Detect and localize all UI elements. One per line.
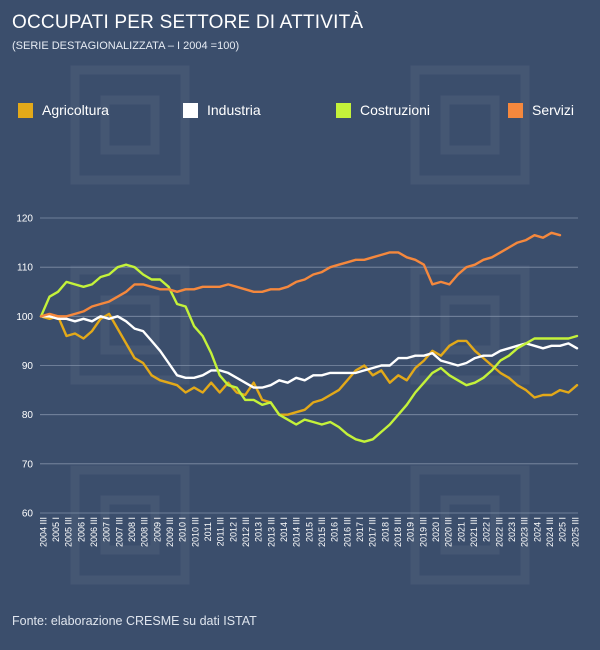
y-tick-label: 70 <box>22 459 34 470</box>
x-tick-label: 2023 III <box>520 517 530 547</box>
x-tick-label: 2019 I <box>406 517 416 542</box>
x-tick-label: 2008 III <box>140 517 150 547</box>
legend-swatch-agricoltura <box>18 102 33 118</box>
x-tick-label: 2013 III <box>266 517 276 547</box>
legend-swatch-industria <box>183 102 198 118</box>
legend-item-costruzioni[interactable]: Costruzioni <box>336 102 430 118</box>
x-tick-label: 2020 III <box>444 517 454 547</box>
x-tick-label: 2018 III <box>393 517 403 547</box>
x-tick-label: 2024 III <box>545 517 555 547</box>
x-tick-label: 2018 I <box>380 517 390 542</box>
x-tick-label: 2015 I <box>304 517 314 542</box>
x-tick-label: 2010 III <box>190 517 200 547</box>
x-tick-label: 2021 I <box>456 517 466 542</box>
x-tick-label: 2006 III <box>89 517 99 547</box>
x-tick-label: 2016 III <box>342 517 352 547</box>
x-tick-label: 2017 III <box>368 517 378 547</box>
legend-item-servizi[interactable]: Servizi <box>508 102 574 118</box>
x-tick-label: 2009 I <box>152 517 162 542</box>
x-tick-label: 2019 III <box>418 517 428 547</box>
gridlines <box>40 217 578 514</box>
x-tick-label: 2014 III <box>292 517 302 547</box>
x-tick-label: 2014 I <box>279 517 289 542</box>
series-line-agricoltura <box>39 312 579 416</box>
legend-swatch-servizi <box>508 102 523 118</box>
x-tick-label: 2023 I <box>507 517 517 542</box>
series-lines <box>39 231 579 443</box>
x-tick-label: 2007 III <box>114 517 124 547</box>
legend-label-costruzioni: Costruzioni <box>360 102 431 118</box>
y-tick-label: 90 <box>22 361 34 372</box>
x-tick-label: 2005 I <box>51 517 61 542</box>
x-tick-label: 2007 I <box>102 517 112 542</box>
y-tick-label: 100 <box>16 312 33 323</box>
series-line-industria <box>39 315 579 389</box>
chart-title: OCCUPATI PER SETTORE DI ATTIVITÀ <box>12 12 364 33</box>
legend-label-industria: Industria <box>207 102 261 118</box>
x-tick-label: 2016 I <box>330 517 340 542</box>
legend-item-industria[interactable]: Industria <box>183 102 261 118</box>
x-tick-label: 2025 III <box>570 517 580 547</box>
y-tick-label: 110 <box>17 263 33 274</box>
series-line-servizi <box>39 231 562 318</box>
legend-swatch-costruzioni <box>336 102 351 118</box>
x-tick-label: 2013 I <box>254 517 264 542</box>
x-tick-label: 2006 I <box>76 517 86 542</box>
x-tick-label: 2012 I <box>228 517 238 542</box>
chart-subtitle: (SERIE DESTAGIONALIZZATA – I 2004 =100) <box>12 40 240 52</box>
x-tick-label: 2017 I <box>355 517 365 542</box>
legend-item-agricoltura[interactable]: Agricoltura <box>18 102 109 118</box>
x-tick-label: 2025 I <box>558 517 568 542</box>
x-tick-label: 2024 I <box>532 517 542 542</box>
x-axis: 2004 III 2005 I 2005 III 2006 I 2006 III 2007… <box>38 517 580 547</box>
x-tick-label: 2022 III <box>494 517 504 547</box>
x-tick-label: 2022 I <box>482 517 492 542</box>
legend-label-agricoltura: Agricoltura <box>42 102 109 118</box>
legend: Agricoltura Industria Costruzioni Serviz… <box>0 102 600 124</box>
legend-label-servizi: Servizi <box>532 102 575 118</box>
x-tick-label: 2015 III <box>317 517 327 547</box>
y-tick-label: 80 <box>22 410 34 421</box>
x-tick-label: 2010 I <box>178 517 188 542</box>
y-tick-label: 120 <box>16 214 33 225</box>
source-note: Fonte: elaborazione CRESME su dati ISTAT <box>12 614 257 628</box>
y-axis: 60 70 80 90 100 110 120 <box>16 214 33 520</box>
x-tick-label: 2009 III <box>165 517 175 547</box>
x-tick-label: 2020 I <box>431 517 441 542</box>
x-tick-label: 2011 I <box>203 517 213 541</box>
x-tick-label: 2011 III <box>216 517 226 546</box>
x-tick-label: 2008 I <box>127 517 137 542</box>
x-tick-label: 2021 III <box>469 517 479 547</box>
y-tick-label: 60 <box>22 509 34 520</box>
x-tick-label: 2004 III <box>38 517 48 547</box>
x-tick-label: 2012 III <box>241 517 251 547</box>
series-line-costruzioni <box>39 263 579 443</box>
x-tick-label: 2005 III <box>64 517 74 547</box>
